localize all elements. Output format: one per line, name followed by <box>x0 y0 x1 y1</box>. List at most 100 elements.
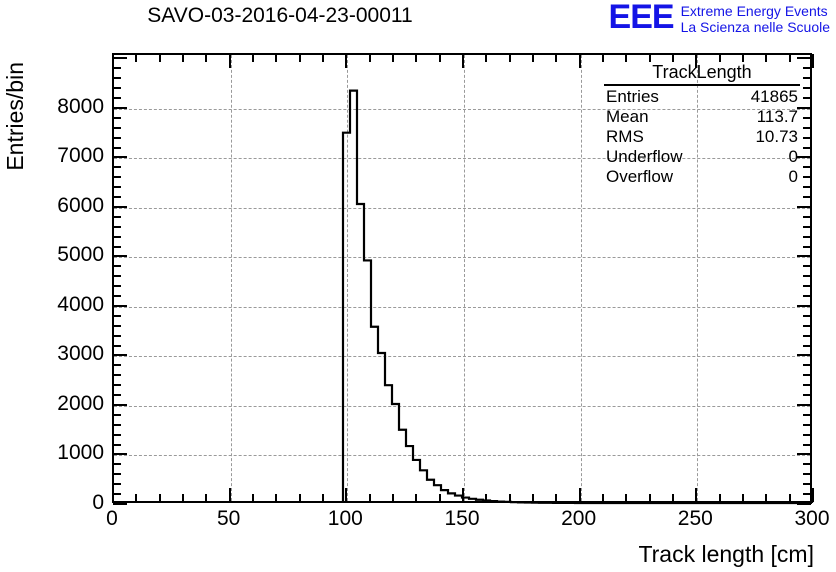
eee-logo-mark: EEE <box>608 0 675 36</box>
stats-row-label: RMS <box>606 127 644 146</box>
stats-row: Mean 113.7 <box>598 107 806 127</box>
x-tick <box>299 494 301 502</box>
x-tick <box>719 494 721 502</box>
x-tick-top <box>672 54 674 62</box>
y-tick <box>113 236 121 238</box>
y-tick-right <box>803 414 811 416</box>
eee-logo-line1: Extreme Energy Events <box>680 3 828 19</box>
y-tick-right <box>797 57 811 59</box>
gridline-horizontal <box>114 158 810 160</box>
y-tick-right <box>803 117 811 119</box>
y-tick <box>113 246 121 248</box>
y-tick-right <box>803 335 811 337</box>
gridline-horizontal <box>114 306 810 308</box>
y-tick <box>113 364 121 366</box>
y-tick <box>113 315 121 317</box>
y-tick-right <box>803 483 811 485</box>
x-tick-top <box>765 54 767 62</box>
x-tick <box>509 494 511 502</box>
y-axis-label: 8000 <box>57 94 104 118</box>
x-tick-top <box>135 54 137 62</box>
y-tick <box>113 444 121 446</box>
gridline-horizontal <box>114 356 810 358</box>
x-tick <box>602 494 604 502</box>
y-tick-right <box>803 424 811 426</box>
x-tick-top <box>812 54 814 68</box>
x-tick-top <box>112 54 114 68</box>
y-tick <box>113 147 121 149</box>
gridline-horizontal <box>114 108 810 110</box>
x-tick-top <box>415 54 417 62</box>
y-tick-right <box>803 77 811 79</box>
x-tick <box>159 494 161 502</box>
eee-logo: EEE Extreme Energy Events La Scienza nel… <box>608 0 830 36</box>
y-axis-label: 6000 <box>57 193 104 217</box>
y-tick-right <box>803 87 811 89</box>
y-tick <box>113 503 127 505</box>
y-axis-label: 0 <box>92 491 104 514</box>
stats-row-value: 10.73 <box>755 127 798 146</box>
y-tick <box>113 196 121 198</box>
y-tick-right <box>803 246 811 248</box>
x-tick <box>649 494 651 502</box>
y-tick <box>113 394 121 396</box>
page-title: SAVO-03-2016-04-23-00011 <box>147 4 413 27</box>
x-tick-top <box>719 54 721 62</box>
stats-row-label: Entries <box>606 87 659 106</box>
y-tick <box>113 434 121 436</box>
x-axis-label: 250 <box>677 507 713 530</box>
x-tick-top <box>789 54 791 62</box>
x-tick <box>555 494 557 502</box>
gridline-horizontal <box>114 257 810 259</box>
y-axis-label: 2000 <box>57 391 104 415</box>
y-tick-right <box>797 107 811 109</box>
y-tick-right <box>803 196 811 198</box>
x-tick-top <box>579 54 581 68</box>
y-tick <box>113 354 127 356</box>
gridline-vertical <box>464 55 465 501</box>
x-tick <box>252 494 254 502</box>
y-tick-right <box>803 374 811 376</box>
y-tick-right <box>797 354 811 356</box>
stats-box: TrackLength Entries 41865 Mean 113.7 RMS 10.7… <box>598 62 806 187</box>
x-tick-top <box>602 54 604 62</box>
y-tick <box>113 493 121 495</box>
y-tick <box>113 414 121 416</box>
gridline-horizontal <box>114 455 810 457</box>
y-tick-right <box>803 434 811 436</box>
y-tick <box>113 463 121 465</box>
y-tick <box>113 87 121 89</box>
x-tick <box>625 494 627 502</box>
y-tick <box>113 473 121 475</box>
x-tick <box>462 488 464 502</box>
y-tick-right <box>797 156 811 158</box>
y-tick-right <box>803 444 811 446</box>
y-tick <box>113 275 121 277</box>
y-tick <box>113 57 127 59</box>
y-tick <box>113 265 121 267</box>
stats-row-label: Overflow <box>606 167 674 186</box>
y-tick-right <box>797 404 811 406</box>
y-tick <box>113 176 121 178</box>
x-tick-top <box>369 54 371 62</box>
y-tick <box>113 384 121 386</box>
x-tick <box>579 488 581 502</box>
x-tick <box>765 494 767 502</box>
y-tick <box>113 345 121 347</box>
x-tick <box>369 494 371 502</box>
x-tick-top <box>485 54 487 62</box>
x-tick-top <box>462 54 464 68</box>
y-tick <box>113 67 121 69</box>
x-tick-top <box>439 54 441 62</box>
y-axis-label: 4000 <box>57 292 104 316</box>
y-tick-right <box>803 137 811 139</box>
x-tick <box>205 494 207 502</box>
y-axis-label: 7000 <box>57 144 104 168</box>
y-tick-right <box>797 453 811 455</box>
y-tick-right <box>803 295 811 297</box>
x-tick <box>439 494 441 502</box>
stats-row: Overflow 0 <box>598 167 806 187</box>
x-tick <box>789 494 791 502</box>
y-tick-right <box>803 394 811 396</box>
x-tick <box>112 488 114 502</box>
